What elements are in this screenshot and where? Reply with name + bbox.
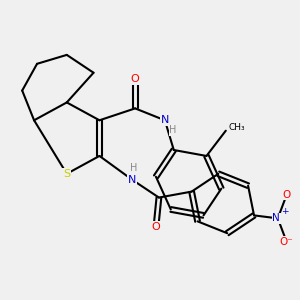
Text: N: N <box>161 115 169 125</box>
Text: CH₃: CH₃ <box>229 123 245 132</box>
Text: N: N <box>128 175 136 185</box>
Text: O: O <box>152 222 160 232</box>
Text: H: H <box>169 125 177 135</box>
Text: N: N <box>272 213 280 224</box>
Text: H: H <box>130 164 137 173</box>
Text: S: S <box>63 169 70 179</box>
Text: O: O <box>131 74 140 84</box>
Text: O: O <box>283 190 291 200</box>
Text: +: + <box>280 207 288 216</box>
Text: O⁻: O⁻ <box>280 237 294 247</box>
